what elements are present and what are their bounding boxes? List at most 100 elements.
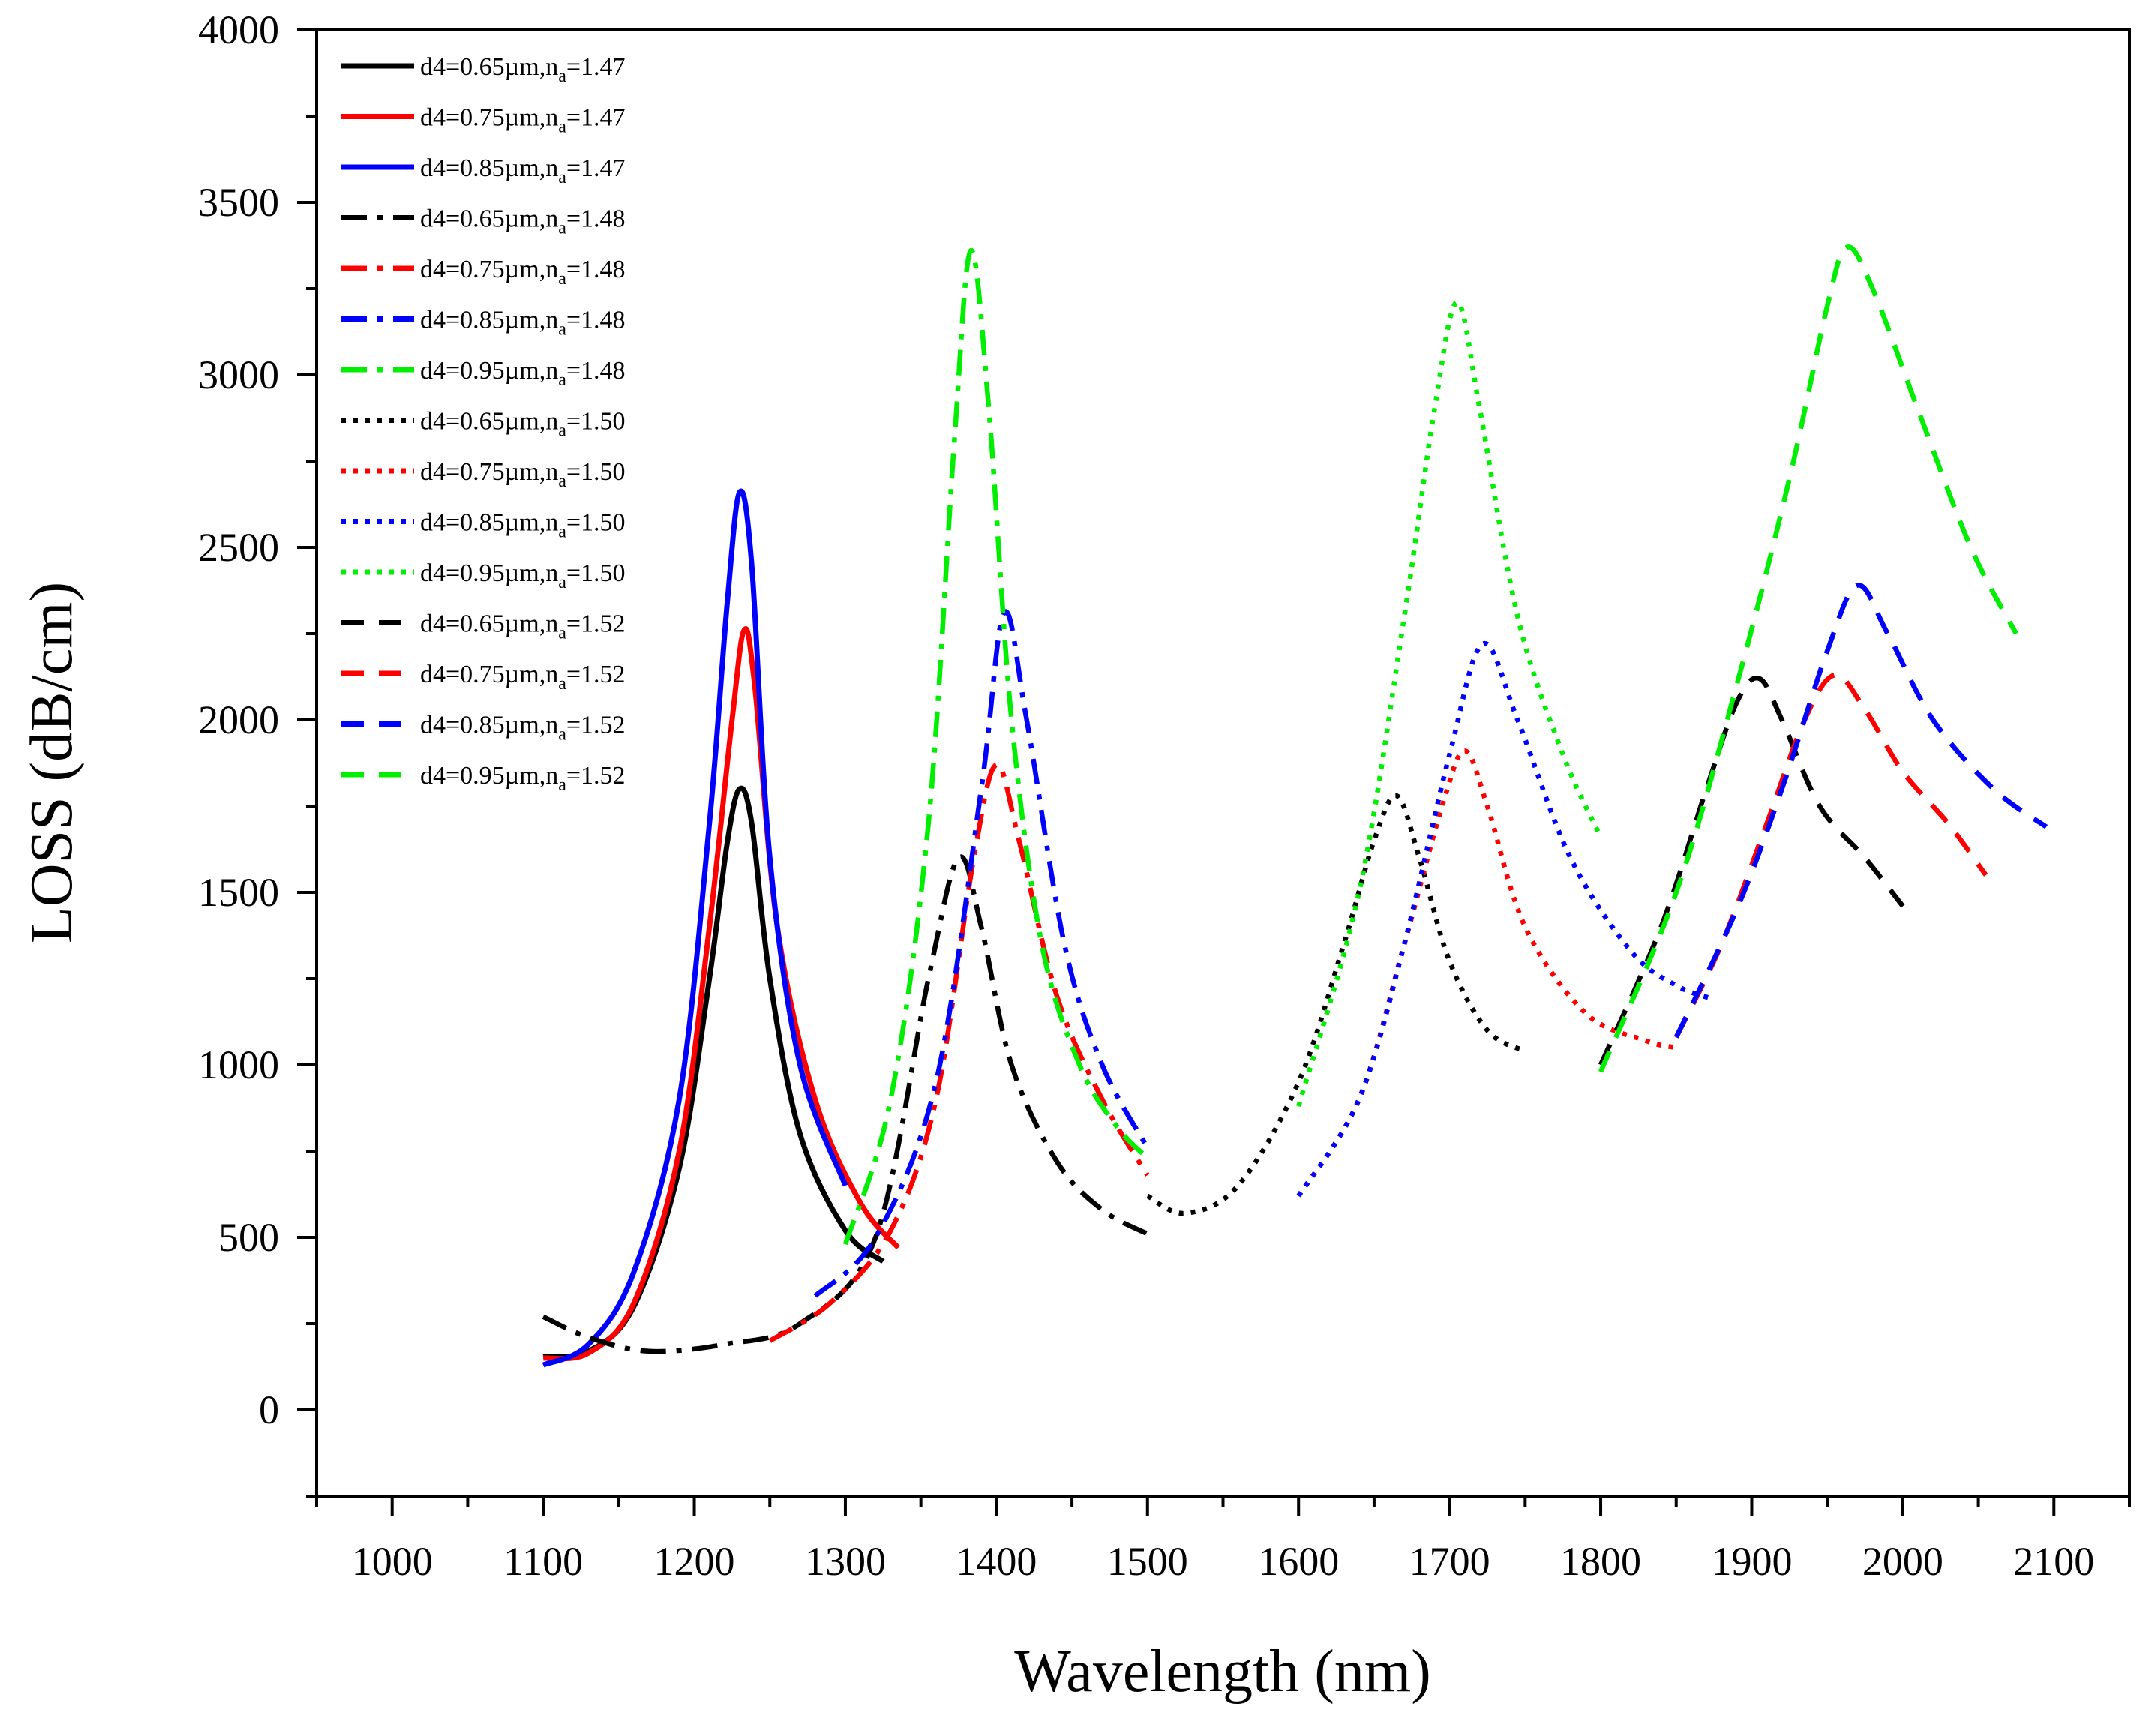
legend-label-name: d4=0.65µm,n bbox=[420, 205, 558, 233]
y-tick-label: 500 bbox=[218, 1215, 279, 1260]
legend-label-name: d4=0.85µm,n bbox=[420, 307, 558, 334]
legend-label-11: d4=0.65µm,na=1.52 bbox=[420, 610, 626, 643]
legend-label-5: d4=0.85µm,na=1.48 bbox=[420, 307, 626, 340]
x-tick-label: 1100 bbox=[503, 1539, 583, 1584]
legend-label-subscript: a bbox=[558, 168, 566, 187]
series-line-6 bbox=[842, 248, 1150, 1246]
x-tick-label: 1200 bbox=[654, 1539, 735, 1584]
series-line-10 bbox=[1296, 300, 1603, 1108]
legend-label-3: d4=0.65µm,na=1.48 bbox=[420, 205, 626, 238]
legend-label-name: d4=0.95µm,n bbox=[420, 762, 558, 790]
legend-label-subscript: a bbox=[558, 118, 566, 137]
legend-label-subscript: a bbox=[558, 674, 566, 694]
y-tick-label: 4000 bbox=[198, 7, 279, 52]
legend-label-subscript: a bbox=[558, 370, 566, 390]
series-line-3 bbox=[542, 854, 1149, 1354]
legend-label-value: =1.47 bbox=[566, 154, 626, 182]
series-line-1 bbox=[542, 626, 901, 1362]
legend-label-value: =1.52 bbox=[566, 610, 626, 638]
legend-label-subscript: a bbox=[558, 775, 566, 795]
series-line-13 bbox=[1673, 583, 2048, 1039]
legend-label-name: d4=0.75µm,n bbox=[420, 661, 558, 688]
series-line-11 bbox=[1598, 675, 1905, 1066]
y-axis-title: LOSS (dB/cm) bbox=[19, 582, 85, 943]
legend-label-value: =1.48 bbox=[566, 205, 626, 233]
legend-label-12: d4=0.75µm,na=1.52 bbox=[420, 661, 626, 694]
legend-label-7: d4=0.65µm,na=1.50 bbox=[420, 408, 626, 441]
x-tick-label: 1000 bbox=[352, 1539, 433, 1584]
y-tick-label: 2500 bbox=[198, 525, 279, 570]
legend-label-subscript: a bbox=[558, 320, 566, 340]
y-tick-label: 3000 bbox=[198, 352, 279, 397]
axis-ticks: 1000 1100 1200 1300 1400 1500 1600 1700 1800 1900… bbox=[198, 7, 2131, 1584]
x-tick-label: 1600 bbox=[1258, 1539, 1339, 1584]
y-tick-label: 2000 bbox=[198, 697, 279, 742]
legend-label-subscript: a bbox=[558, 67, 566, 86]
legend: d4=0.65µm,na=1.47d4=0.75µm,na=1.47d4=0.8… bbox=[341, 53, 626, 795]
series-line-9 bbox=[1296, 641, 1715, 1198]
series-line-7 bbox=[1146, 793, 1526, 1216]
legend-label-name: d4=0.65µm,n bbox=[420, 610, 558, 638]
series-line-5 bbox=[813, 609, 1150, 1298]
legend-label-name: d4=0.85µm,n bbox=[420, 509, 558, 537]
legend-label-value: =1.50 bbox=[566, 408, 626, 436]
legend-label-name: d4=0.75µm,n bbox=[420, 104, 558, 132]
legend-label-value: =1.50 bbox=[566, 559, 626, 587]
x-tick-label: 2100 bbox=[2013, 1539, 2094, 1584]
series-line-2 bbox=[542, 488, 848, 1368]
legend-label-value: =1.48 bbox=[566, 256, 626, 283]
legend-label-value: =1.48 bbox=[566, 357, 626, 385]
x-tick-label: 1300 bbox=[805, 1539, 886, 1584]
series-line-8 bbox=[1296, 748, 1677, 1198]
x-tick-label: 1800 bbox=[1560, 1539, 1641, 1584]
legend-label-name: d4=0.95µm,n bbox=[420, 559, 558, 587]
legend-label-name: d4=0.95µm,n bbox=[420, 357, 558, 385]
legend-label-value: =1.50 bbox=[566, 458, 626, 486]
legend-label-subscript: a bbox=[558, 624, 566, 643]
legend-label-subscript: a bbox=[558, 421, 566, 441]
legend-label-value: =1.52 bbox=[566, 712, 626, 739]
x-tick-label: 2000 bbox=[1862, 1539, 1943, 1584]
legend-label-name: d4=0.85µm,n bbox=[420, 154, 558, 182]
series-layer bbox=[542, 244, 2048, 1368]
legend-label-subscript: a bbox=[558, 523, 566, 542]
series-line-4 bbox=[768, 762, 1150, 1343]
legend-label-subscript: a bbox=[558, 725, 566, 745]
legend-label-0: d4=0.65µm,na=1.47 bbox=[420, 53, 626, 86]
legend-label-10: d4=0.95µm,na=1.50 bbox=[420, 559, 626, 592]
legend-label-2: d4=0.85µm,na=1.47 bbox=[420, 154, 626, 187]
legend-label-value: =1.48 bbox=[566, 307, 626, 334]
legend-label-6: d4=0.95µm,na=1.48 bbox=[420, 357, 626, 390]
legend-label-13: d4=0.85µm,na=1.52 bbox=[420, 712, 626, 745]
legend-label-4: d4=0.75µm,na=1.48 bbox=[420, 256, 626, 289]
legend-label-name: d4=0.85µm,n bbox=[420, 712, 558, 739]
legend-label-name: d4=0.75µm,n bbox=[420, 256, 558, 283]
legend-label-value: =1.52 bbox=[566, 661, 626, 688]
y-tick-label: 0 bbox=[259, 1387, 279, 1432]
y-tick-label: 1500 bbox=[198, 870, 279, 915]
y-tick-label: 3500 bbox=[198, 180, 279, 225]
x-tick-label: 1900 bbox=[1711, 1539, 1792, 1584]
legend-label-name: d4=0.75µm,n bbox=[420, 458, 558, 486]
x-axis-title: Wavelength (nm) bbox=[1014, 1639, 1431, 1705]
legend-label-subscript: a bbox=[558, 219, 566, 238]
legend-label-subscript: a bbox=[558, 573, 566, 592]
legend-label-value: =1.47 bbox=[566, 53, 626, 81]
legend-label-value: =1.47 bbox=[566, 104, 626, 132]
legend-label-14: d4=0.95µm,na=1.52 bbox=[420, 762, 626, 795]
x-tick-label: 1400 bbox=[956, 1539, 1037, 1584]
y-tick-label: 1000 bbox=[198, 1042, 279, 1087]
legend-label-9: d4=0.85µm,na=1.50 bbox=[420, 509, 626, 542]
x-tick-label: 1500 bbox=[1107, 1539, 1188, 1584]
legend-label-1: d4=0.75µm,na=1.47 bbox=[420, 104, 626, 137]
legend-label-value: =1.50 bbox=[566, 509, 626, 537]
legend-label-8: d4=0.75µm,na=1.50 bbox=[420, 458, 626, 491]
x-tick-label: 1700 bbox=[1409, 1539, 1490, 1584]
series-line-14 bbox=[1598, 244, 2018, 1073]
legend-label-name: d4=0.65µm,n bbox=[420, 53, 558, 81]
legend-label-subscript: a bbox=[558, 472, 566, 491]
legend-label-subscript: a bbox=[558, 269, 566, 289]
legend-label-name: d4=0.65µm,n bbox=[420, 408, 558, 436]
legend-label-value: =1.52 bbox=[566, 762, 626, 790]
